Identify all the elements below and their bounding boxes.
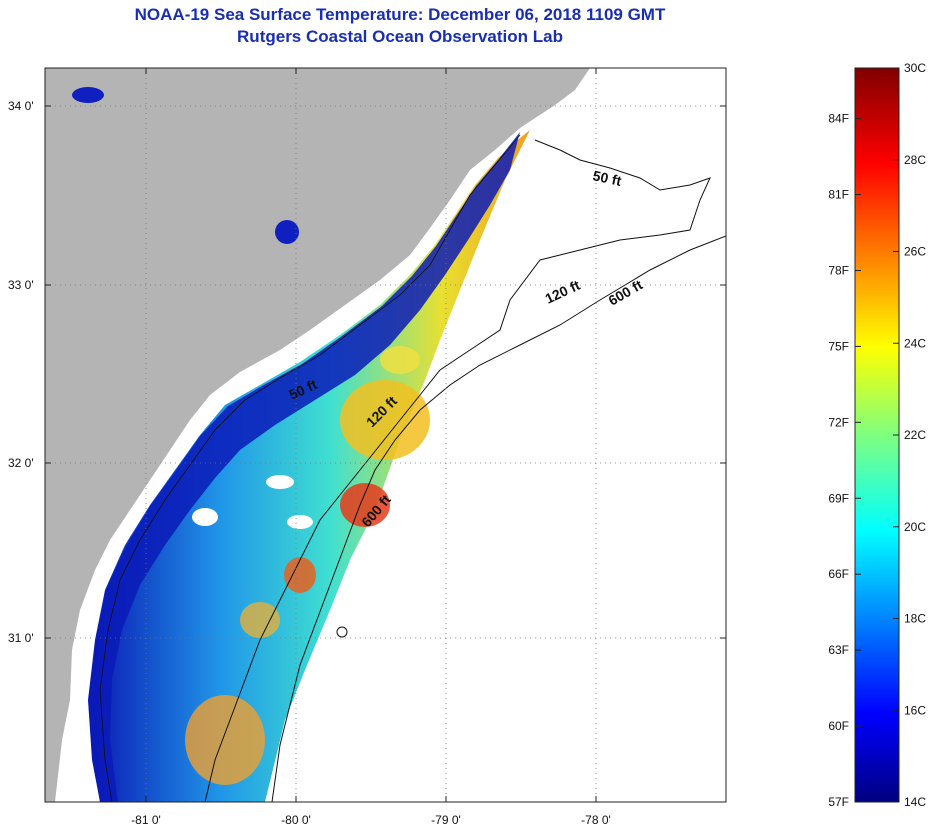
colorbar-fahrenheit-label: 78F: [828, 263, 849, 277]
lat-label: 34 0': [8, 99, 34, 113]
plot-frame: [44, 67, 727, 803]
land-mass: [45, 68, 590, 802]
lon-label: -81 0': [131, 813, 161, 827]
colorbar-celsius-label: 18C: [904, 612, 926, 626]
lon-label: -78 0': [581, 813, 611, 827]
colorbar-celsius-label: 20C: [904, 520, 926, 534]
colorbar-celsius-label: 24C: [904, 336, 926, 350]
colorbar-fahrenheit-label: 81F: [828, 188, 849, 202]
lon-label: -79 0': [431, 813, 461, 827]
colorbar-celsius-label: 26C: [904, 245, 926, 259]
colorbar-celsius-label: 30C: [904, 61, 926, 75]
colorbar-fahrenheit-label: 69F: [828, 491, 849, 505]
map-subtitle: Rutgers Coastal Ocean Observation Lab: [237, 27, 563, 46]
colorbar-fahrenheit-label: 72F: [828, 415, 849, 429]
colorbar-fahrenheit-label: 57F: [828, 795, 849, 809]
colorbar-celsius-label: 16C: [904, 703, 926, 717]
lat-label: 32 0': [8, 456, 34, 470]
colorbar-celsius-label: 22C: [904, 428, 926, 442]
colorbar: [854, 67, 900, 803]
contour-label-50ft: 50 ft: [591, 167, 623, 189]
colorbar-fahrenheit-label: 84F: [828, 112, 849, 126]
colorbar-fahrenheit-label: 60F: [828, 719, 849, 733]
map-title: NOAA-19 Sea Surface Temperature: Decembe…: [134, 5, 666, 24]
colorbar-celsius-label: 28C: [904, 153, 926, 167]
lon-label: -80 0': [281, 813, 311, 827]
colorbar-fahrenheit-label: 66F: [828, 567, 849, 581]
grid-lines: [45, 68, 726, 802]
lat-label: 31 0': [8, 631, 34, 645]
colorbar-fahrenheit-label: 75F: [828, 339, 849, 353]
plot-area: [45, 68, 726, 802]
lat-label: 33 0': [8, 278, 34, 292]
colorbar-celsius-label: 14C: [904, 795, 926, 809]
colorbar-fahrenheit-label: 63F: [828, 643, 849, 657]
